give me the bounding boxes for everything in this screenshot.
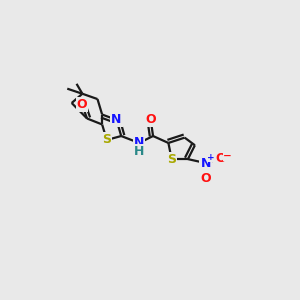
Text: O: O [200,172,211,185]
Text: O: O [146,113,156,126]
Text: O: O [215,152,226,165]
Text: S: S [167,153,176,166]
Text: N: N [134,136,144,149]
Text: H: H [134,145,144,158]
Text: −: − [223,151,231,161]
Text: S: S [102,134,111,146]
Text: O: O [77,98,88,111]
Text: N: N [111,113,122,126]
Text: +: + [207,154,214,163]
Text: N: N [200,157,211,169]
